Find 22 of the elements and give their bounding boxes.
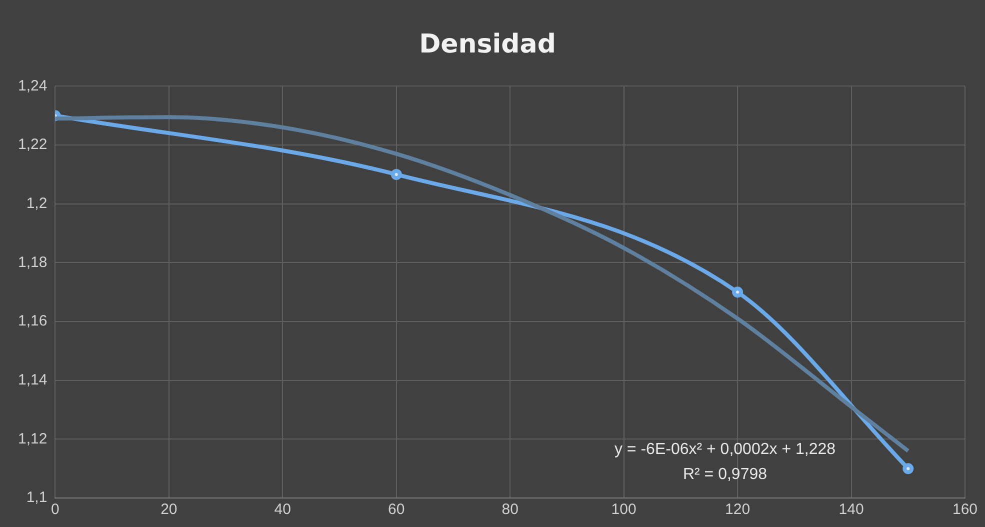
x-tick-label: 80 xyxy=(502,501,518,518)
y-tick-label: 1,24 xyxy=(18,77,48,94)
y-tick-label: 1,22 xyxy=(18,136,48,154)
point xyxy=(732,286,744,298)
y-tick-label: 1,1 xyxy=(26,489,48,506)
y-tick-label: 1,18 xyxy=(18,254,48,271)
y-tick-label: 1,12 xyxy=(18,430,48,448)
x-tick-label: 100 xyxy=(611,501,636,518)
x-tick-label: 40 xyxy=(274,501,291,518)
x-tick-label: 160 xyxy=(952,501,978,518)
x-tick-label: 60 xyxy=(388,501,405,518)
y-tick-label: 1,14 xyxy=(18,371,48,388)
point xyxy=(902,463,914,474)
x-tick-label: 140 xyxy=(838,501,864,518)
chart-title: Densidad xyxy=(419,29,556,60)
annotation: R² = 0,9798 xyxy=(682,466,768,483)
x-tick-label: 120 xyxy=(725,501,750,518)
y-tick-label: 1,2 xyxy=(26,195,48,212)
x-tick-label: 20 xyxy=(160,501,178,518)
y-tick-label: 1,16 xyxy=(18,312,48,330)
annotation: y = -6E-06x² + 0,0002x + 1,228 xyxy=(614,441,836,458)
x-tick-label: 0 xyxy=(51,501,60,518)
